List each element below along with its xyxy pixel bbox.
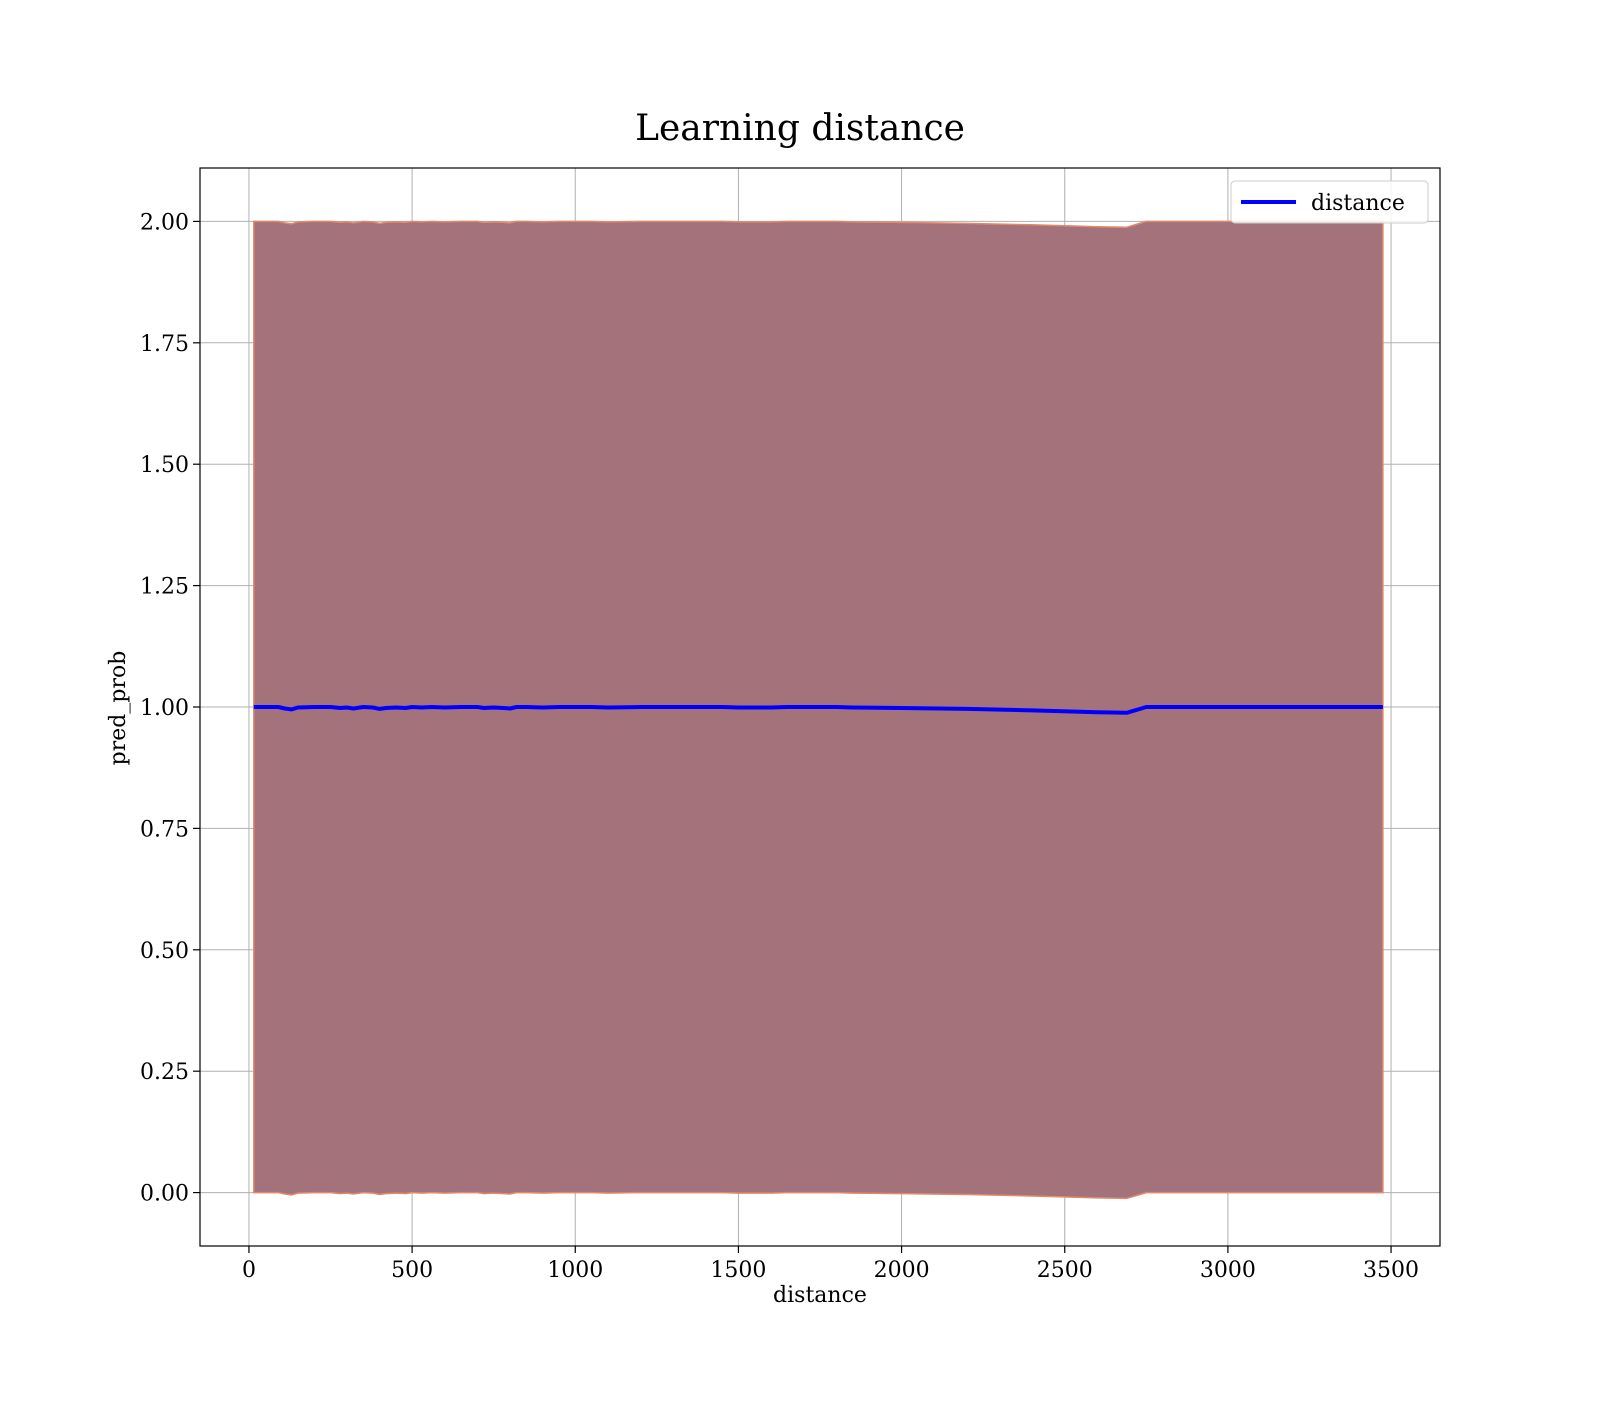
series-lines [253,705,1383,715]
y-tick-label: 1.75 [140,332,189,357]
y-tick-label: 0.75 [140,817,189,842]
y-tick-label: 2.00 [140,210,189,235]
y-tick-label: 0.25 [140,1060,189,1085]
x-tick-label: 0 [242,1258,256,1283]
x-tick-label: 3500 [1363,1258,1419,1283]
x-tick-label: 500 [391,1258,433,1283]
x-tick-label: 1000 [547,1258,603,1283]
x-tick-label: 2000 [874,1258,930,1283]
y-tick-label: 0.50 [140,939,189,964]
y-tick-label: 1.50 [140,453,189,478]
legend-label-distance: distance [1311,191,1405,216]
x-tick-label: 2500 [1037,1258,1093,1283]
confidence-band-area [253,220,1384,1200]
x-tick-label: 3000 [1200,1258,1256,1283]
x-tick-label: 1500 [710,1258,766,1283]
confidence-band [253,220,1384,1200]
y-axis-label: pred_prob [106,651,131,766]
x-axis-label: distance [773,1283,867,1308]
series-line-distance [253,705,1383,715]
y-tick-label: 1.00 [140,696,189,721]
axis-ticks: 0 500 1000 1500 2000 2500 3000 3500 0.00 0.25 0.50… [140,210,1419,1283]
legend[interactable]: distance [1230,180,1429,224]
y-tick-label: 1.25 [140,575,189,600]
y-tick-label: 0.00 [140,1182,189,1207]
chart-title: Learning distance [635,108,965,149]
legend-box [1230,180,1429,224]
